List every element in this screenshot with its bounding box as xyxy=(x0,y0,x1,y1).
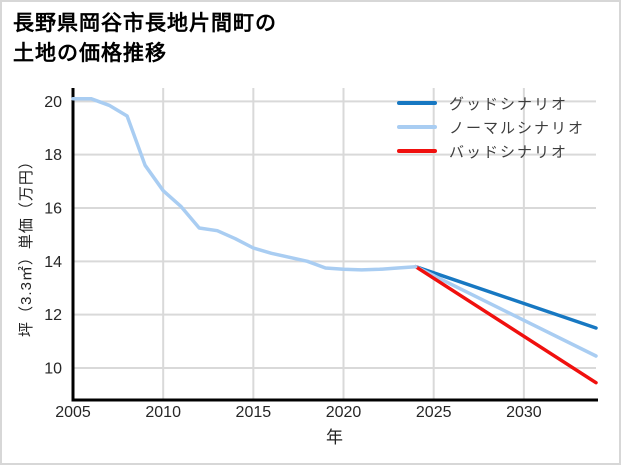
legend-line-swatch xyxy=(397,125,437,129)
legend-item-normal-scenario[interactable]: ノーマルシナリオ xyxy=(397,118,586,137)
x-tick-label: 2025 xyxy=(416,404,452,421)
chart-title-line1: 長野県岡谷市長地片間町の xyxy=(13,12,277,35)
legend-label: ノーマルシナリオ xyxy=(449,119,586,137)
legend-label: バッドシナリオ xyxy=(449,143,569,161)
y-tick-label: 16 xyxy=(44,201,62,218)
historical-line xyxy=(71,96,418,272)
y-tick-label: 14 xyxy=(44,254,62,271)
y-tick-label: 10 xyxy=(44,361,62,378)
y-axis-title: 坪（3.3㎡）単価（万円） xyxy=(18,153,35,337)
legend-item-bad-scenario[interactable]: バッドシナリオ xyxy=(397,142,585,161)
chart-title: 長野県岡谷市長地片間町の 土地の価格推移 xyxy=(13,9,277,69)
x-tick-label: 2015 xyxy=(236,404,272,421)
x-tick-label: 2030 xyxy=(506,404,542,421)
y-tick-label: 18 xyxy=(44,147,62,164)
normal-scenario-line xyxy=(413,264,598,358)
x-tick-label: 2010 xyxy=(145,404,181,421)
legend-line-swatch xyxy=(397,149,437,153)
legend-item-good-scenario[interactable]: グッドシナリオ xyxy=(397,94,585,113)
legend: グッドシナリオ ノーマルシナリオ バッドシナリオ xyxy=(397,94,586,161)
y-tick-label: 12 xyxy=(44,307,62,324)
x-axis-title: 年 xyxy=(326,428,343,447)
x-tick-label: 2005 xyxy=(55,404,91,421)
y-tick-label: 20 xyxy=(44,94,62,111)
good-scenario-line xyxy=(413,264,598,330)
bad-scenario-line xyxy=(413,264,598,385)
legend-label: グッドシナリオ xyxy=(449,95,569,113)
legend-line-swatch xyxy=(397,101,437,105)
x-tick-label: 2020 xyxy=(326,404,362,421)
chart-title-line2: 土地の価格推移 xyxy=(13,41,167,65)
